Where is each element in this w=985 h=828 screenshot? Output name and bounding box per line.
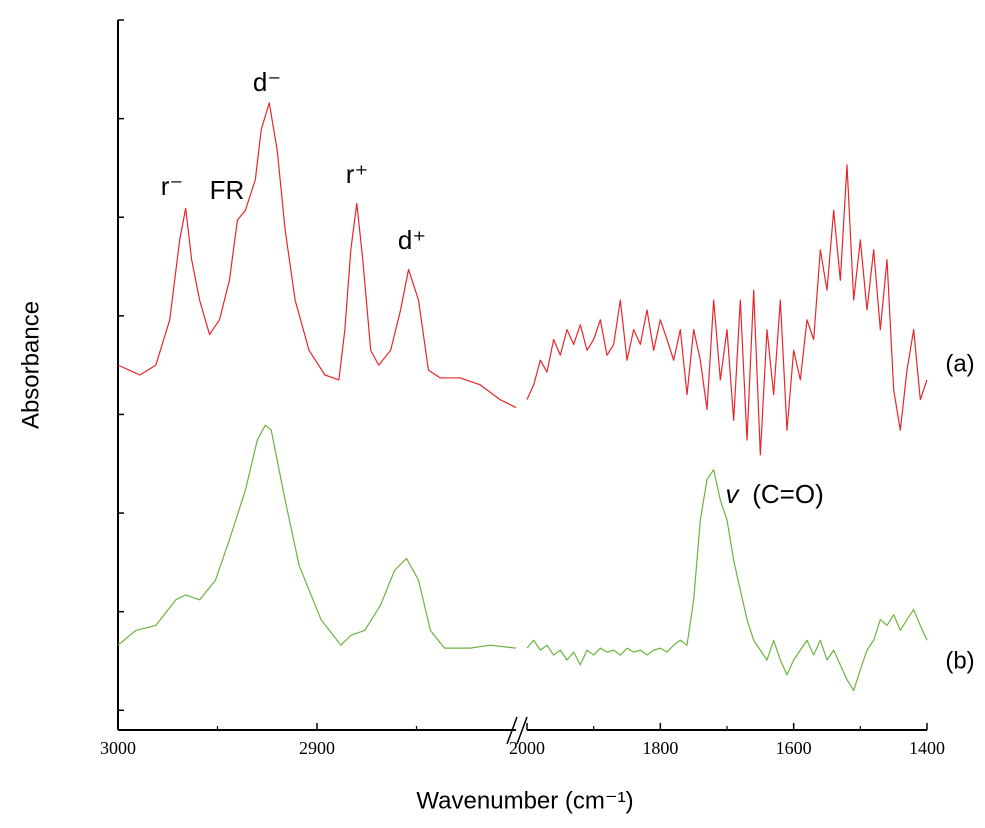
annotation: d⁻ <box>253 67 281 97</box>
x-axis-label: Wavenumber (cm⁻¹) <box>416 787 633 814</box>
x-tick-label: 1400 <box>909 738 945 758</box>
spectrum-line <box>526 164 928 456</box>
spectrum-line <box>117 102 517 409</box>
series-label: (b) <box>945 647 974 674</box>
annotation: r⁺ <box>346 159 368 189</box>
spectrum-line <box>117 424 517 649</box>
x-tick-label: 2900 <box>299 738 335 758</box>
annotation: v <box>726 479 741 509</box>
series-label: (a) <box>945 350 974 377</box>
annotation: FR <box>210 175 245 205</box>
axis-break <box>516 716 528 745</box>
annotation: r⁻ <box>161 171 183 201</box>
y-axis-label: Absorbance <box>17 301 44 429</box>
x-tick-label: 3000 <box>100 738 136 758</box>
x-tick-label: 1600 <box>776 738 812 758</box>
spectrum-line <box>526 469 928 692</box>
x-tick-label: 2000 <box>509 738 545 758</box>
x-tick-label: 1800 <box>642 738 678 758</box>
annotation: (C=O) <box>752 479 824 509</box>
annotation: d⁺ <box>398 225 426 255</box>
axis-break <box>506 716 518 745</box>
